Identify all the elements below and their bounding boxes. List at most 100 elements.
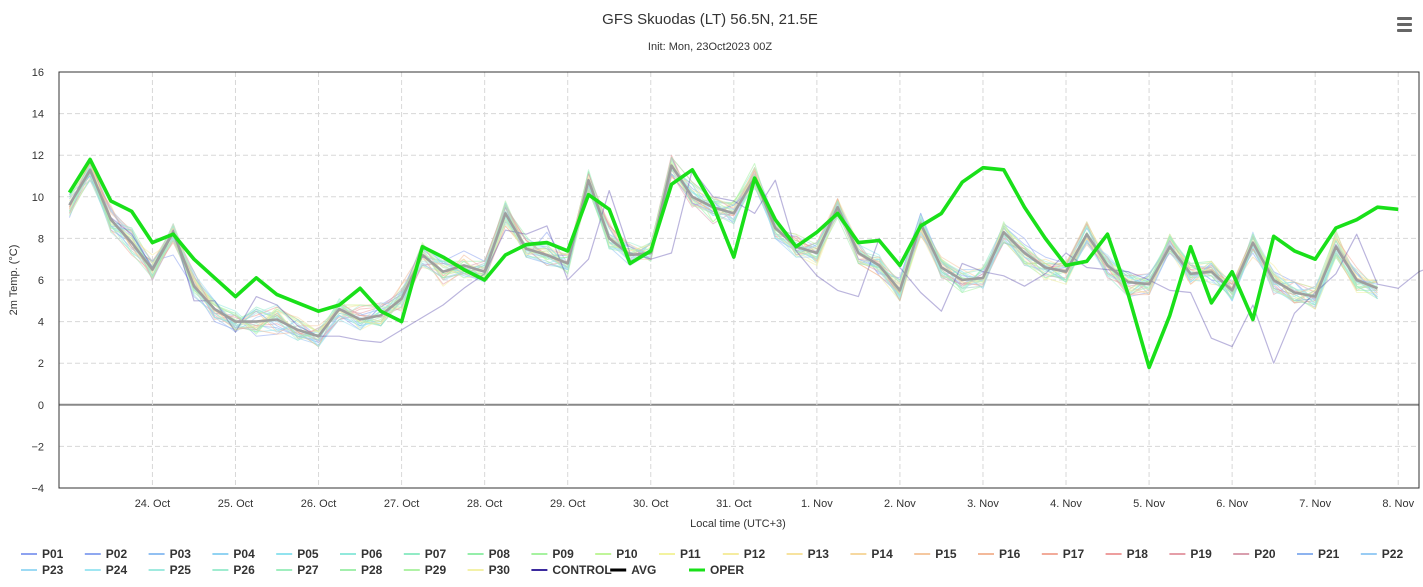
legend-label: P14 xyxy=(871,547,893,561)
x-tick-label: 3. Nov xyxy=(967,498,999,510)
legend-label: P12 xyxy=(744,547,766,561)
x-tick-label: 8. Nov xyxy=(1382,498,1414,510)
x-tick-label: 26. Oct xyxy=(301,498,336,510)
legend-label: P23 xyxy=(42,563,64,577)
y-tick-label: 10 xyxy=(32,192,44,204)
y-tick-label: 6 xyxy=(38,275,44,287)
legend-label: P06 xyxy=(361,547,383,561)
x-tick-label: 5. Nov xyxy=(1133,498,1165,510)
x-tick-label: 24. Oct xyxy=(135,498,170,510)
plot-border xyxy=(58,71,1420,489)
x-tick-label: 7. Nov xyxy=(1299,498,1331,510)
legend-label: P16 xyxy=(999,547,1021,561)
legend-item-p22[interactable]: P22 xyxy=(1360,547,1404,561)
x-tick-label: 2. Nov xyxy=(884,498,916,510)
x-tick-label: 27. Oct xyxy=(384,498,419,510)
x-tick-label: 29. Oct xyxy=(550,498,585,510)
legend-item-p20[interactable]: P20 xyxy=(1233,547,1276,561)
legend-item-p01[interactable]: P01 xyxy=(21,547,64,561)
legend-item-p17[interactable]: P17 xyxy=(1041,547,1085,561)
legend-label: P26 xyxy=(233,563,255,577)
legend-label: AVG xyxy=(631,563,656,577)
legend-label: P09 xyxy=(552,547,574,561)
series-line-p10 xyxy=(68,163,1378,333)
legend-item-p24[interactable]: P24 xyxy=(84,563,128,577)
hamburger-menu-icon[interactable] xyxy=(1395,16,1413,34)
legend-item-oper[interactable]: OPER xyxy=(689,563,744,577)
legend-item-p05[interactable]: P05 xyxy=(276,547,319,561)
x-axis: 24. Oct 25. Oct 26. Oct 27. Oct 28. Oct 29. O… xyxy=(135,498,1415,510)
legend-item-p04[interactable]: P04 xyxy=(212,547,255,561)
x-axis-title: Local time (UTC+3) xyxy=(690,518,786,530)
x-tick-label: 25. Oct xyxy=(218,498,253,510)
legend-item-p06[interactable]: P06 xyxy=(340,547,383,561)
legend-item-p12[interactable]: P12 xyxy=(722,547,766,561)
series-line-p15 xyxy=(68,160,1378,333)
legend-item-p15[interactable]: P15 xyxy=(914,547,957,561)
legend-label: P03 xyxy=(170,547,192,561)
legend-item-avg[interactable]: AVG xyxy=(610,563,656,577)
legend-item-p14[interactable]: P14 xyxy=(850,547,893,561)
legend-item-p19[interactable]: P19 xyxy=(1169,547,1212,561)
series-line-p29 xyxy=(68,163,1378,335)
legend-item-p08[interactable]: P08 xyxy=(467,547,511,561)
legend-label: P22 xyxy=(1382,547,1404,561)
x-tick-label: 1. Nov xyxy=(801,498,833,510)
legend-label: P10 xyxy=(616,547,638,561)
legend-item-p02[interactable]: P02 xyxy=(84,547,128,561)
legend-item-p23[interactable]: P23 xyxy=(21,563,64,577)
legend-label: P21 xyxy=(1318,547,1340,561)
y-tick-label: 16 xyxy=(32,67,44,79)
y-tick-label: 14 xyxy=(32,109,44,121)
legend-item-p27[interactable]: P27 xyxy=(276,563,319,577)
legend-item-p03[interactable]: P03 xyxy=(148,547,192,561)
legend-item-p21[interactable]: P21 xyxy=(1297,547,1340,561)
legend-item-p07[interactable]: P07 xyxy=(403,547,447,561)
legend-item-control[interactable]: CONTROL xyxy=(531,563,612,577)
legend-item-p28[interactable]: P28 xyxy=(340,563,383,577)
y-tick-label: 12 xyxy=(32,150,44,162)
legend-label: P19 xyxy=(1190,547,1212,561)
plot-area xyxy=(67,154,1423,370)
legend-item-p13[interactable]: P13 xyxy=(786,547,830,561)
legend-item-p16[interactable]: P16 xyxy=(978,547,1021,561)
series-line-p30 xyxy=(68,160,1378,333)
series-line-oper xyxy=(67,157,1399,370)
chart-subtitle: Init: Mon, 23Oct2023 00Z xyxy=(648,41,772,53)
legend: P01 P02 P03 P04 P05 P06 P07 P08 P09 P10 P11 P12 P13 P… xyxy=(21,547,1403,577)
legend-item-p11[interactable]: P11 xyxy=(659,547,701,561)
y-tick-label: −2 xyxy=(31,441,44,453)
legend-item-p26[interactable]: P26 xyxy=(212,563,255,577)
legend-item-p29[interactable]: P29 xyxy=(403,563,447,577)
x-tick-label: 31. Oct xyxy=(716,498,751,510)
legend-label: P13 xyxy=(808,547,830,561)
y-axis: 16 14 12 10 8 6 4 2 0 −2 −4 xyxy=(31,67,44,495)
x-tick-label: 30. Oct xyxy=(633,498,668,510)
legend-label: P02 xyxy=(106,547,128,561)
y-axis-title: 2m Temp. (°C) xyxy=(8,245,20,316)
legend-label: P08 xyxy=(489,547,511,561)
series-line-p14 xyxy=(69,167,1378,333)
legend-item-p30[interactable]: P30 xyxy=(467,563,511,577)
legend-label: P11 xyxy=(680,547,701,561)
legend-label: P28 xyxy=(361,563,383,577)
legend-item-p18[interactable]: P18 xyxy=(1105,547,1149,561)
y-tick-label: 4 xyxy=(38,317,44,329)
legend-item-p25[interactable]: P25 xyxy=(148,563,192,577)
x-tick-label: 6. Nov xyxy=(1216,498,1248,510)
x-tick-label: 28. Oct xyxy=(467,498,502,510)
y-tick-label: 8 xyxy=(38,233,44,245)
legend-item-p09[interactable]: P09 xyxy=(531,547,574,561)
legend-label: P30 xyxy=(489,563,511,577)
chart-title: GFS Skuodas (LT) 56.5N, 21.5E xyxy=(602,11,818,28)
legend-item-p10[interactable]: P10 xyxy=(595,547,638,561)
legend-label: CONTROL xyxy=(552,563,611,577)
legend-label: P24 xyxy=(106,563,128,577)
legend-label: P04 xyxy=(233,547,255,561)
legend-label: P29 xyxy=(425,563,447,577)
legend-label: P17 xyxy=(1063,547,1085,561)
series-line-p19 xyxy=(68,163,1378,335)
y-tick-label: 0 xyxy=(38,400,44,412)
legend-label: P25 xyxy=(170,563,192,577)
